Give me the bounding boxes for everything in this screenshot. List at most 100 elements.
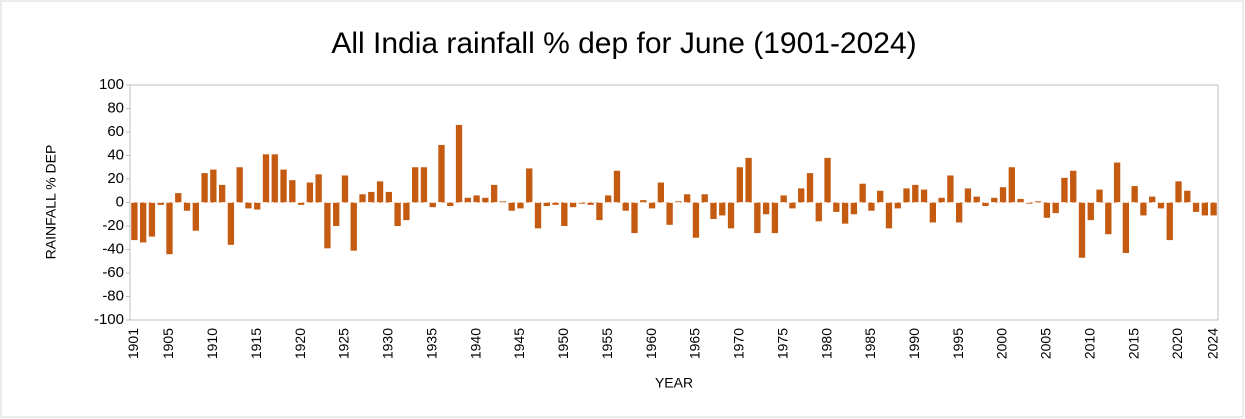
bar [1201,202,1208,216]
bar [245,202,252,209]
bar [526,168,533,203]
x-tick-label: 1955 [599,328,615,359]
bar [280,169,287,203]
bar [754,202,761,234]
bar [1184,190,1191,203]
bar [517,202,524,209]
bar [227,202,235,245]
bar [640,200,647,203]
bar [210,169,217,203]
y-tick-label: -20 [102,217,124,234]
bar [622,202,629,211]
bar [780,195,787,203]
bar [1131,186,1138,203]
bar [438,144,445,203]
bar [605,195,612,203]
bar [403,202,410,221]
bar [394,202,401,226]
x-tick-label: 2000 [994,328,1010,359]
bar [850,202,858,215]
x-tick-label: 1945 [511,328,527,359]
bar [587,202,594,205]
bar [1140,202,1147,216]
x-tick-label: 1980 [818,328,834,359]
bar [815,202,822,222]
bar [1122,202,1130,254]
bar [271,154,278,203]
bar [885,202,893,229]
bar [350,202,357,251]
bar [148,202,156,237]
bar [289,180,296,203]
bar [534,202,542,229]
bar [991,197,998,203]
bar [947,175,954,203]
bar [183,202,191,211]
x-tick-label: 2020 [1169,328,1185,359]
bar [929,202,936,223]
x-tick-label: 2015 [1125,328,1141,359]
y-tick-label: 80 [107,99,124,116]
y-tick-label: 0 [116,193,124,210]
bar [236,167,243,203]
bar [376,181,384,203]
bar [1070,170,1077,203]
x-tick-label: 1975 [774,328,790,359]
bar [771,202,779,234]
bar [789,202,796,209]
bar [762,202,770,215]
bar [1096,189,1103,203]
y-tick-label: -40 [102,240,124,257]
x-tick-label: 1901 [125,328,141,359]
bar [333,202,340,226]
x-axis-title: YEAR [655,375,693,391]
x-tick-label: 1925 [336,328,352,359]
bar [175,193,182,203]
bar [806,173,814,203]
x-tick-label: 1950 [555,328,571,359]
bar [368,191,375,203]
bar [1210,202,1217,216]
x-tick-label: 1915 [248,328,264,359]
bar [701,194,708,203]
bar [131,202,138,241]
bar [1087,202,1094,221]
bar [482,197,489,203]
bar [675,201,682,203]
bar [1043,202,1051,218]
bar [912,184,919,203]
bar [1078,202,1086,258]
bar [1105,202,1112,235]
bar [1113,162,1121,203]
bar [982,202,989,207]
bar [956,202,963,223]
y-tick-label: -100 [94,311,124,328]
x-tick-label: 1970 [731,328,747,359]
bar [140,202,147,243]
bar [1175,181,1182,203]
bar [1017,198,1024,203]
bar [315,174,322,203]
bar [262,154,270,203]
x-tick-label: 1995 [950,328,966,359]
bar [455,124,463,203]
bar [877,190,884,203]
bar [420,167,428,203]
bar [192,202,199,231]
bar [833,202,840,212]
bar [218,184,226,203]
bar [201,173,208,203]
bar [552,202,559,205]
x-tick-label: 1990 [906,328,922,359]
bar [490,184,498,203]
bar [359,194,366,203]
y-tick-label: 20 [107,170,124,187]
bar [938,197,945,203]
x-tick-label: 1935 [423,328,439,359]
bar [447,202,454,207]
bar [1166,202,1173,241]
x-tick-label: 1940 [467,328,483,359]
bar [499,201,507,203]
